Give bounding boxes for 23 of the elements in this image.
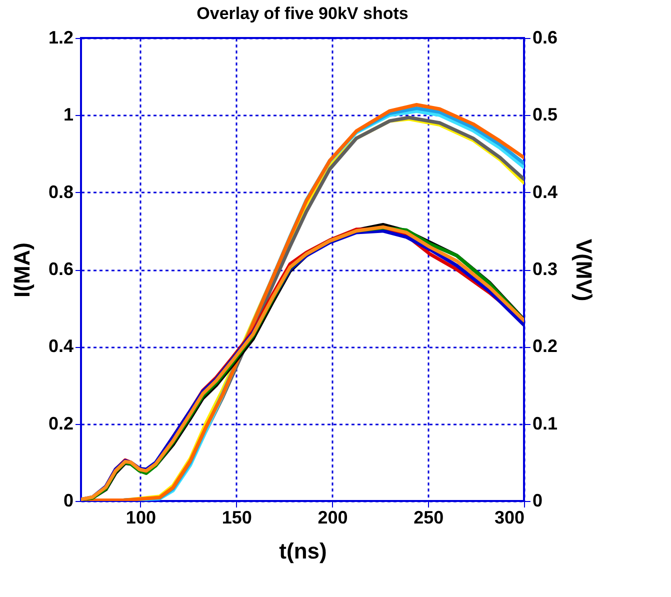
y2-tick-label: 0.6 (532, 28, 558, 48)
y-tick-label: 0.6 (48, 259, 74, 279)
x-tick-label: 250 (414, 508, 444, 528)
y2-tick-label: 0.1 (532, 413, 558, 434)
y2-axis-title: V(MV) (572, 238, 597, 302)
y2-tick-label: 0.4 (532, 182, 558, 202)
y2-tick-label: 0.5 (532, 104, 558, 125)
x-tick-label: 150 (222, 508, 252, 528)
y2-tick-label: 0.2 (532, 336, 558, 356)
y-tick-label: 1 (63, 104, 74, 125)
x-tick-label: 300 (494, 508, 524, 528)
y-tick-label: 0.4 (48, 336, 74, 356)
y-tick-label: 0 (63, 490, 74, 510)
y-axis-title: I(MA) (9, 242, 34, 298)
x-axis-title: t(ns) (279, 538, 327, 564)
y2-tick-label: 0 (532, 490, 543, 510)
x-tick-label: 200 (318, 508, 348, 528)
y-tick-label: 0.8 (48, 182, 74, 202)
y-tick-label: 0.2 (48, 413, 74, 434)
y2-tick-label: 0.3 (532, 259, 558, 279)
y-tick-label: 1.2 (48, 28, 74, 48)
x-tick-label: 100 (126, 508, 156, 528)
chart-title: Overlay of five 90kV shots (196, 4, 408, 23)
